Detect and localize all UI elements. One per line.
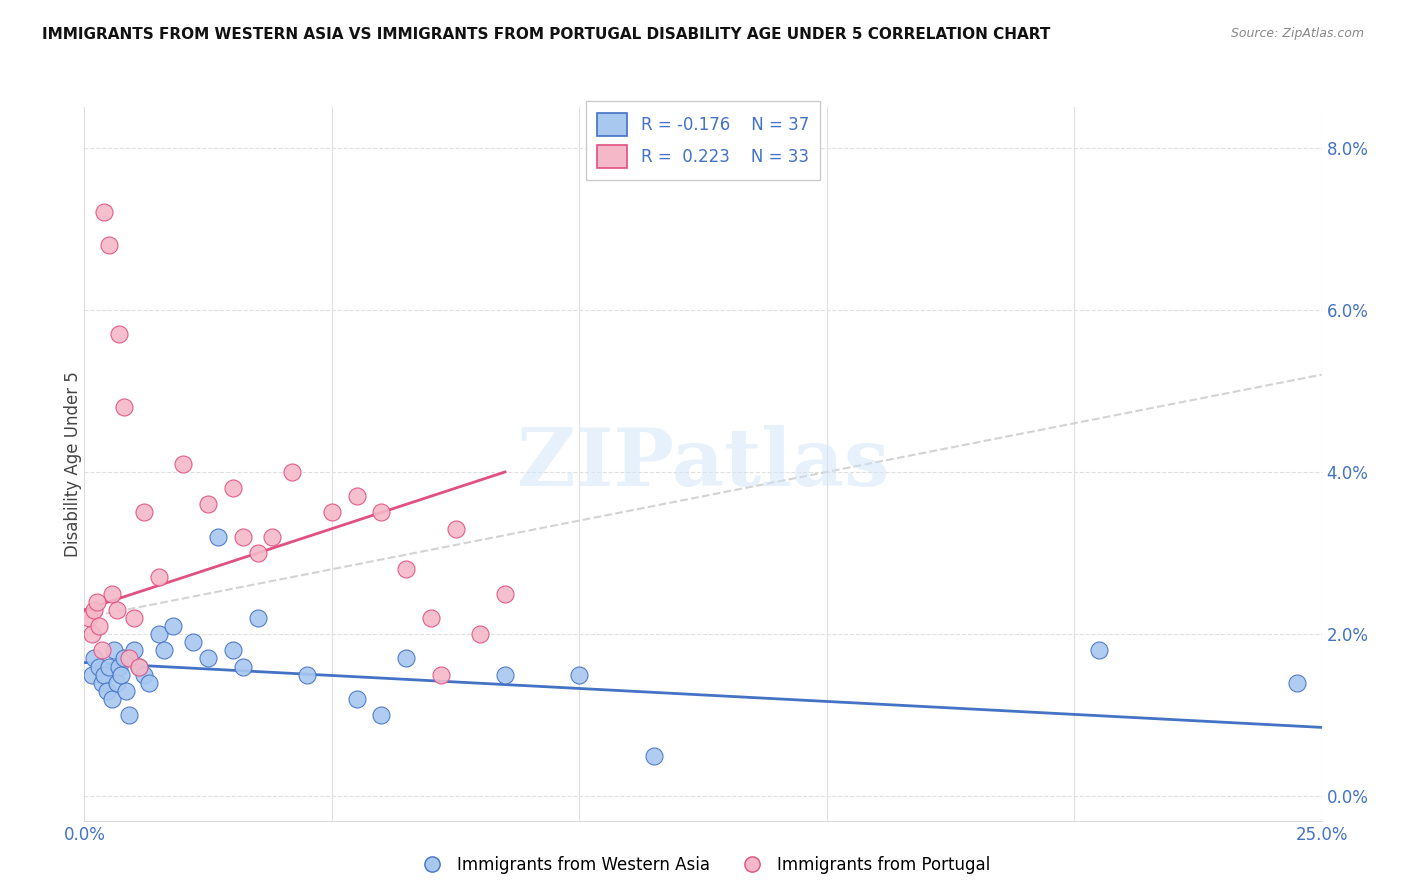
Point bbox=[222, 643, 245, 657]
Point bbox=[172, 457, 194, 471]
Point bbox=[494, 667, 516, 681]
Point bbox=[115, 684, 138, 698]
Point bbox=[643, 748, 665, 763]
Point bbox=[281, 465, 304, 479]
Point bbox=[80, 667, 103, 681]
Point bbox=[370, 708, 392, 723]
Legend: R = -0.176    N = 37, R =  0.223    N = 33: R = -0.176 N = 37, R = 0.223 N = 33 bbox=[585, 101, 821, 180]
Point bbox=[197, 651, 219, 665]
Point bbox=[108, 327, 131, 342]
Point bbox=[419, 611, 441, 625]
Point bbox=[262, 530, 284, 544]
Point bbox=[100, 692, 122, 706]
Point bbox=[395, 651, 418, 665]
Point bbox=[346, 692, 368, 706]
Point bbox=[105, 675, 128, 690]
Y-axis label: Disability Age Under 5: Disability Age Under 5 bbox=[65, 371, 82, 557]
Point bbox=[100, 586, 122, 600]
Text: Source: ZipAtlas.com: Source: ZipAtlas.com bbox=[1230, 27, 1364, 40]
Point bbox=[232, 659, 254, 673]
Point bbox=[93, 667, 115, 681]
Point bbox=[395, 562, 418, 576]
Point bbox=[1285, 675, 1308, 690]
Text: IMMIGRANTS FROM WESTERN ASIA VS IMMIGRANTS FROM PORTUGAL DISABILITY AGE UNDER 5 : IMMIGRANTS FROM WESTERN ASIA VS IMMIGRAN… bbox=[42, 27, 1050, 42]
Point bbox=[83, 603, 105, 617]
Point bbox=[222, 481, 245, 495]
Point bbox=[197, 497, 219, 511]
Point bbox=[1088, 643, 1111, 657]
Point bbox=[108, 659, 131, 673]
Point bbox=[122, 643, 145, 657]
Point bbox=[93, 205, 115, 219]
Point bbox=[83, 651, 105, 665]
Point bbox=[132, 667, 155, 681]
Point bbox=[103, 643, 125, 657]
Point bbox=[148, 627, 170, 641]
Point bbox=[429, 667, 451, 681]
Point bbox=[112, 651, 135, 665]
Point bbox=[568, 667, 591, 681]
Point bbox=[132, 506, 155, 520]
Point bbox=[232, 530, 254, 544]
Point bbox=[98, 238, 121, 252]
Point bbox=[494, 586, 516, 600]
Point bbox=[470, 627, 492, 641]
Point bbox=[90, 643, 112, 657]
Point bbox=[152, 643, 174, 657]
Point bbox=[89, 619, 111, 633]
Point bbox=[148, 570, 170, 584]
Point bbox=[128, 659, 150, 673]
Point bbox=[110, 667, 132, 681]
Point bbox=[96, 684, 118, 698]
Point bbox=[181, 635, 204, 649]
Point bbox=[118, 708, 141, 723]
Point bbox=[444, 522, 467, 536]
Point bbox=[128, 659, 150, 673]
Point bbox=[89, 659, 111, 673]
Point bbox=[90, 675, 112, 690]
Point bbox=[346, 489, 368, 503]
Point bbox=[98, 659, 121, 673]
Point bbox=[80, 627, 103, 641]
Point bbox=[246, 611, 269, 625]
Point bbox=[162, 619, 184, 633]
Point bbox=[295, 667, 318, 681]
Point bbox=[86, 595, 108, 609]
Point bbox=[112, 400, 135, 414]
Point bbox=[79, 611, 101, 625]
Point bbox=[138, 675, 160, 690]
Point bbox=[105, 603, 128, 617]
Point bbox=[122, 611, 145, 625]
Text: ZIPatlas: ZIPatlas bbox=[517, 425, 889, 503]
Legend: Immigrants from Western Asia, Immigrants from Portugal: Immigrants from Western Asia, Immigrants… bbox=[411, 851, 995, 880]
Point bbox=[118, 651, 141, 665]
Point bbox=[207, 530, 229, 544]
Point bbox=[370, 506, 392, 520]
Point bbox=[246, 546, 269, 560]
Point bbox=[321, 506, 343, 520]
